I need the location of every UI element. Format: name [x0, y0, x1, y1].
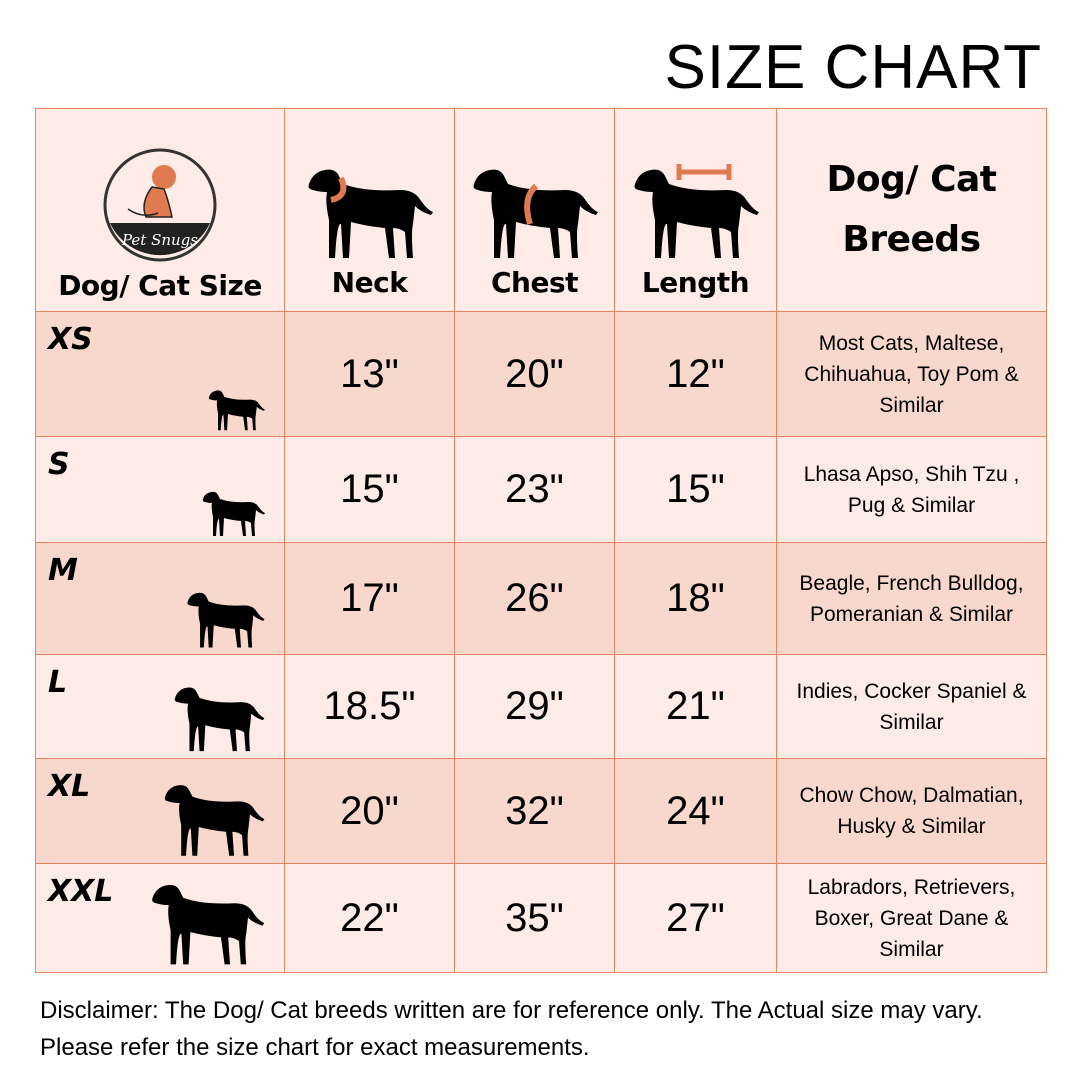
length-cell: 15"	[614, 436, 777, 543]
size-label: XL	[48, 769, 91, 804]
breeds-cell: Lhasa Apso, Shih Tzu , Pug & Similar	[776, 436, 1047, 543]
neck-cell: 20"	[284, 758, 455, 864]
length-cell: 21"	[614, 654, 777, 759]
dog-silhouette-icon	[201, 488, 266, 538]
header-label: Dog/ Cat Size	[58, 268, 262, 302]
table-row: XS 13" 20" 12" Most Cats, Maltese, Chihu…	[35, 311, 1047, 437]
neck-cell: 17"	[284, 542, 455, 655]
pet-snugs-logo: Pet Snugs	[103, 148, 217, 261]
neck-cell: 13"	[284, 311, 455, 437]
table-row: S 15" 23" 15" Lhasa Apso, Shih Tzu , Pug…	[35, 436, 1047, 543]
breeds-cell: Labradors, Retrievers, Boxer, Great Dane…	[776, 863, 1047, 973]
logo-text: Pet Snugs	[121, 231, 198, 249]
chest-cell: 32"	[454, 758, 615, 864]
header-size: Pet Snugs Dog/ Cat Size	[35, 108, 285, 312]
size-label: L	[48, 665, 68, 700]
breeds-cell: Chow Chow, Dalmatian, Husky & Similar	[776, 758, 1047, 864]
table-row: M 17" 26" 18" Beagle, French Bulldog, Po…	[35, 542, 1047, 655]
size-cell: XL	[35, 758, 285, 864]
dog-neck-icon	[305, 162, 435, 262]
table-row: L 18.5" 29" 21" Indies, Cocker Spaniel &…	[35, 654, 1047, 759]
header-label: Chest	[490, 265, 579, 299]
breeds-text: Indies, Cocker Spaniel & Similar	[796, 679, 1027, 734]
size-chart-table: Pet Snugs Dog/ Cat Size Neck Chest Lengt…	[35, 108, 1047, 973]
size-cell: XXL	[35, 863, 285, 973]
length-cell: 24"	[614, 758, 777, 864]
header-breeds: Dog/ Cat Breeds	[776, 108, 1047, 312]
size-label: M	[48, 553, 78, 588]
header-label: Length	[641, 265, 750, 299]
chest-cell: 29"	[454, 654, 615, 759]
length-cell: 27"	[614, 863, 777, 973]
dog-silhouette-icon	[172, 682, 266, 754]
breeds-cell: Beagle, French Bulldog, Pomeranian & Sim…	[776, 542, 1047, 655]
header-chest: Chest	[454, 108, 615, 312]
size-cell: M	[35, 542, 285, 655]
size-label: S	[48, 447, 70, 482]
header-label: Dog/ Cat Breeds	[826, 159, 998, 260]
chest-cell: 35"	[454, 863, 615, 973]
neck-cell: 15"	[284, 436, 455, 543]
dog-length-icon	[631, 163, 761, 262]
disclaimer: Disclaimer: The Dog/ Cat breeds written …	[40, 997, 983, 1061]
size-cell: XS	[35, 311, 285, 437]
table-row: XL 20" 32" 24" Chow Chow, Dalmatian, Hus…	[35, 758, 1047, 864]
size-cell: S	[35, 436, 285, 543]
chest-cell: 26"	[454, 542, 615, 655]
header-length: Length	[614, 108, 777, 312]
size-label: XXL	[48, 874, 114, 909]
size-cell: L	[35, 654, 285, 759]
dog-silhouette-icon	[149, 878, 266, 968]
dog-chest-icon	[470, 162, 600, 262]
dog-silhouette-icon	[207, 387, 266, 432]
breeds-text: Labradors, Retrievers, Boxer, Great Dane…	[807, 875, 1016, 961]
breeds-cell: Indies, Cocker Spaniel & Similar	[776, 654, 1047, 759]
table-row: XXL 22" 35" 27" Labradors, Retrievers, B…	[35, 863, 1047, 973]
length-cell: 12"	[614, 311, 777, 437]
header-row: Pet Snugs Dog/ Cat Size Neck Chest Lengt…	[35, 108, 1047, 312]
breeds-text: Most Cats, Maltese, Chihuahua, Toy Pom &…	[804, 331, 1019, 417]
breeds-cell: Most Cats, Maltese, Chihuahua, Toy Pom &…	[776, 311, 1047, 437]
chest-cell: 20"	[454, 311, 615, 437]
page-title: SIZE CHART	[664, 33, 1042, 102]
size-label: XS	[48, 322, 93, 357]
header-neck: Neck	[284, 108, 455, 312]
header-label: Neck	[331, 265, 408, 299]
neck-cell: 22"	[284, 863, 455, 973]
chest-cell: 23"	[454, 436, 615, 543]
breeds-text: Chow Chow, Dalmatian, Husky & Similar	[799, 784, 1024, 838]
length-cell: 18"	[614, 542, 777, 655]
breeds-text: Beagle, French Bulldog, Pomeranian & Sim…	[799, 571, 1024, 626]
neck-cell: 18.5"	[284, 654, 455, 759]
dog-silhouette-icon	[162, 779, 266, 859]
dog-silhouette-icon	[185, 588, 266, 650]
breeds-text: Lhasa Apso, Shih Tzu , Pug & Similar	[803, 462, 1020, 517]
